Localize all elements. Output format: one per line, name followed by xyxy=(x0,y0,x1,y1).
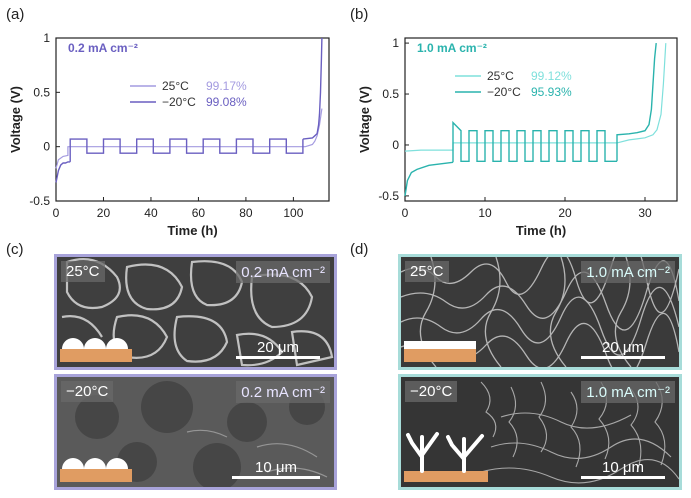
legend-value: 99.17% xyxy=(206,79,247,93)
scale-label: 10 μm xyxy=(602,459,644,476)
y-tick-label: 0.5 xyxy=(33,85,50,99)
series-line xyxy=(404,43,667,152)
scale-bar: 20 μm xyxy=(236,339,320,361)
y-tick-label: 1 xyxy=(392,36,399,50)
x-axis-label: Time (h) xyxy=(167,223,217,238)
x-axis-label: Time (h) xyxy=(516,223,566,238)
y-axis-label: Voltage (V) xyxy=(8,86,23,153)
legend-label: 25°C xyxy=(162,79,189,93)
x-tick-label: 60 xyxy=(192,206,206,220)
sem-image-c-minus20c: −20°C 0.2 mA cm⁻² 10 μm xyxy=(54,374,337,490)
series-line xyxy=(616,43,657,162)
plating-schematic-icon xyxy=(60,458,132,482)
x-tick-label: 10 xyxy=(478,206,492,220)
panel-label-d: (d) xyxy=(350,241,369,258)
dendrite-schematic-icon xyxy=(404,432,488,482)
scale-label: 10 μm xyxy=(255,459,297,476)
plating-schematic-icon xyxy=(404,341,476,362)
sem-image-d-minus20c: −20°C 1.0 mA cm⁻² 10 μm xyxy=(398,374,682,490)
panel-label-a: (a) xyxy=(6,6,25,23)
scale-label: 20 μm xyxy=(257,339,299,356)
temp-tag: 25°C xyxy=(61,261,105,282)
temp-tag: −20°C xyxy=(61,381,114,402)
x-tick-label: 100 xyxy=(283,206,303,220)
y-tick-label: 0.5 xyxy=(382,87,399,101)
x-tick-label: 80 xyxy=(239,206,253,220)
y-tick-label: 0 xyxy=(392,138,399,152)
scale-bar: 10 μm xyxy=(232,459,320,481)
y-tick-label: 0 xyxy=(43,140,50,154)
series-line xyxy=(69,138,304,162)
y-axis-label: Voltage (V) xyxy=(357,86,372,153)
plot-frame xyxy=(55,37,330,202)
legend-label: 25°C xyxy=(487,69,514,83)
rate-tag: 1.0 mA cm⁻² xyxy=(581,381,675,403)
series-line xyxy=(55,161,71,183)
panel-label-b: (b) xyxy=(350,6,369,23)
scale-bar: 20 μm xyxy=(581,339,665,361)
temp-tag: −20°C xyxy=(405,381,458,402)
sem-image-d-25c: 25°C 1.0 mA cm⁻² 20 μm xyxy=(398,254,682,370)
x-tick-label: 0 xyxy=(402,206,409,220)
chart-title: 1.0 mA cm⁻² xyxy=(417,41,487,55)
x-tick-label: 30 xyxy=(638,206,652,220)
scale-label: 20 μm xyxy=(602,339,644,356)
plot-frame xyxy=(404,37,678,202)
rate-tag: 0.2 mA cm⁻² xyxy=(236,381,330,403)
legend-label: −20°C xyxy=(487,85,521,99)
plating-schematic-icon xyxy=(60,338,132,362)
sem-image-c-25c: 25°C 0.2 mA cm⁻² 20 μm xyxy=(54,254,337,370)
legend-value: 99.12% xyxy=(531,69,572,83)
y-tick-label: -0.5 xyxy=(29,194,50,208)
legend-value: 95.93% xyxy=(531,85,572,99)
legend-label: −20°C xyxy=(162,95,196,109)
temp-tag: 25°C xyxy=(405,261,449,282)
series-line xyxy=(452,120,617,163)
series-line xyxy=(404,161,454,197)
chart-title: 0.2 mA cm⁻² xyxy=(68,41,138,55)
rate-tag: 1.0 mA cm⁻² xyxy=(581,261,675,283)
panel-label-c: (c) xyxy=(6,241,24,258)
x-tick-label: 20 xyxy=(558,206,572,220)
legend-value: 99.08% xyxy=(206,95,247,109)
x-tick-label: 0 xyxy=(53,206,60,220)
x-tick-label: 40 xyxy=(144,206,158,220)
y-tick-label: 1 xyxy=(43,31,50,45)
rate-tag: 0.2 mA cm⁻² xyxy=(236,261,330,283)
y-tick-label: -0.5 xyxy=(378,189,399,203)
series-line xyxy=(302,37,323,140)
scale-bar: 10 μm xyxy=(581,459,665,481)
x-tick-label: 20 xyxy=(97,206,111,220)
